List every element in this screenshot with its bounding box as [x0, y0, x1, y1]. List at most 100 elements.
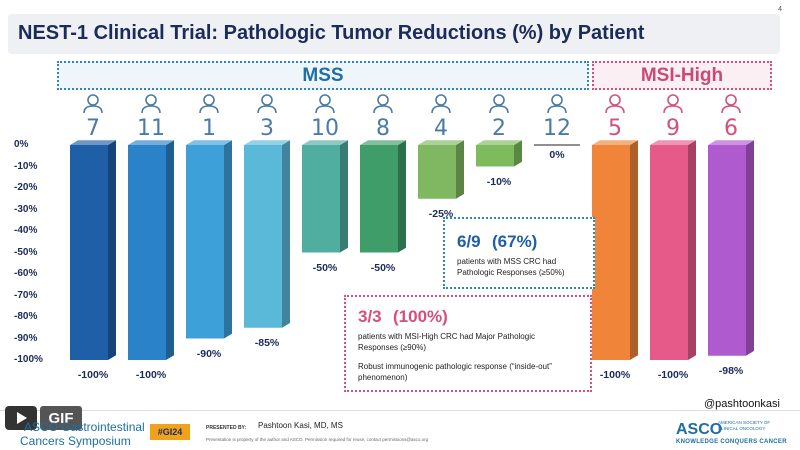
- bar: [476, 140, 522, 167]
- bar-value-label: -100%: [135, 369, 167, 381]
- y-tick-label: -10%: [14, 160, 38, 172]
- title-bar: NEST-1 Clinical Trial: Pathologic Tumor …: [8, 14, 780, 54]
- patient-id-label: 3: [260, 116, 274, 141]
- symposium-name-line1: ASCO Gastrointestinal: [24, 420, 145, 434]
- bar: [128, 140, 174, 360]
- bar-value-label: 0%: [549, 149, 565, 161]
- mss-callout-text-1: patients with MSS CRC had: [457, 257, 557, 266]
- person-icon: [547, 94, 567, 114]
- msi-callout-text-3: Robust immunogenic pathologic response (…: [358, 362, 552, 371]
- patient-id-label: 4: [434, 116, 448, 141]
- patient-id-label: 9: [666, 116, 680, 141]
- play-button[interactable]: [5, 406, 37, 430]
- msi-callout-text-1: patients with MSI-High CRC had Major Pat…: [358, 332, 535, 341]
- bar-front: [360, 145, 398, 253]
- patient-id-label: 1: [202, 116, 216, 141]
- y-tick-label: -80%: [14, 311, 38, 322]
- patient-marker: 12: [532, 93, 582, 141]
- bar-value-label: -100%: [77, 369, 109, 381]
- patient-id-label: 6: [724, 116, 738, 141]
- patient-marker: 8: [358, 93, 408, 141]
- slide-number: 4: [778, 6, 782, 13]
- symposium-name-line2: Cancers Symposium: [20, 434, 131, 448]
- person-icon: [257, 94, 277, 114]
- bar-side: [108, 140, 116, 360]
- patient-id-label: 8: [376, 116, 390, 141]
- bar: [650, 140, 696, 360]
- presented-by-label: PRESENTED BY:: [206, 425, 247, 431]
- patient-id-label: 12: [543, 116, 571, 141]
- bar-value-label: -85%: [254, 336, 280, 349]
- hashtag-badge: #GI24: [150, 424, 190, 440]
- patient-marker: 9: [648, 93, 698, 141]
- bar-side: [340, 140, 348, 253]
- msi-callout-percent: (100%): [393, 307, 448, 326]
- person-icon: [489, 94, 509, 114]
- bar-front: [650, 145, 688, 360]
- patient-marker: 4: [416, 93, 466, 141]
- mss-callout-text-2: Pathologic Responses (≥50%): [457, 268, 565, 277]
- bar-value-label: -100%: [657, 369, 689, 381]
- bar: [360, 140, 406, 253]
- person-icon: [373, 94, 393, 114]
- person-icon: [141, 94, 161, 114]
- patient-marker: 6: [706, 93, 756, 141]
- bar-value-label: -50%: [312, 261, 338, 274]
- msi-callout-text-2: Responses (≥90%): [358, 343, 426, 352]
- bar-side: [398, 140, 406, 253]
- patient-id-label: 11: [137, 116, 165, 141]
- person-icon: [721, 94, 741, 114]
- bar-value-label: -50%: [370, 261, 396, 274]
- bar-front: [302, 145, 340, 253]
- msi-callout-ratio: 3/3: [358, 307, 382, 326]
- bar: [70, 140, 116, 360]
- y-tick-label: -70%: [14, 289, 38, 301]
- bar-front: [708, 145, 746, 356]
- patient-marker: 3: [242, 93, 292, 141]
- disclaimer-text: Presentation is property of the author a…: [206, 437, 429, 442]
- mss-group-label: MSS: [57, 61, 589, 90]
- person-icon: [663, 94, 683, 114]
- y-tick-label: 0%: [14, 139, 29, 150]
- person-icon: [431, 94, 451, 114]
- bar: [708, 140, 754, 356]
- bar-value-label: -100%: [599, 369, 631, 381]
- y-tick-label: -50%: [14, 246, 38, 258]
- bar-front: [476, 145, 514, 167]
- patient-marker: 2: [474, 93, 524, 141]
- bar-side: [224, 140, 232, 339]
- bar: [418, 140, 464, 199]
- bar-front: [70, 145, 108, 360]
- person-icon: [83, 94, 103, 114]
- patient-id-label: 2: [492, 116, 506, 141]
- asco-tagline: KNOWLEDGE CONQUERS CANCER: [676, 439, 787, 445]
- bar-side: [688, 140, 696, 360]
- patient-marker: 10: [300, 93, 350, 141]
- bar-front: [244, 145, 282, 328]
- bar: [244, 140, 290, 328]
- mss-response-callout: 6/9 (67%) patients with MSS CRC had Path…: [443, 217, 595, 289]
- y-tick-label: -30%: [14, 203, 38, 215]
- msi-group-label: MSI-High: [592, 61, 772, 90]
- bar: [592, 140, 638, 360]
- msi-response-callout: 3/3 (100%) patients with MSI-High CRC ha…: [344, 295, 592, 392]
- msi-callout-text-4: phenomenon): [358, 373, 408, 382]
- bar-front: [128, 145, 166, 360]
- asco-full-name: AMERICAN SOCIETY OF CLINICAL ONCOLOGY: [718, 420, 771, 431]
- bar-side: [746, 140, 754, 356]
- patient-id-label: 5: [608, 116, 622, 141]
- gif-badge[interactable]: GIF: [40, 406, 82, 430]
- mss-callout-ratio: 6/9: [457, 232, 481, 251]
- patient-marker: 7: [68, 93, 118, 141]
- bar-side: [630, 140, 638, 360]
- bar-side: [456, 140, 464, 199]
- bar-side: [282, 140, 290, 328]
- asco-logo: ASCO: [676, 421, 723, 438]
- y-tick-label: -40%: [14, 225, 38, 236]
- patient-marker: 11: [126, 93, 176, 141]
- bar: [302, 140, 348, 253]
- patient-id-label: 10: [311, 116, 339, 141]
- patient-id-label: 7: [86, 116, 100, 141]
- bar-value-label: -10%: [486, 175, 512, 188]
- y-tick-label: -60%: [14, 268, 38, 279]
